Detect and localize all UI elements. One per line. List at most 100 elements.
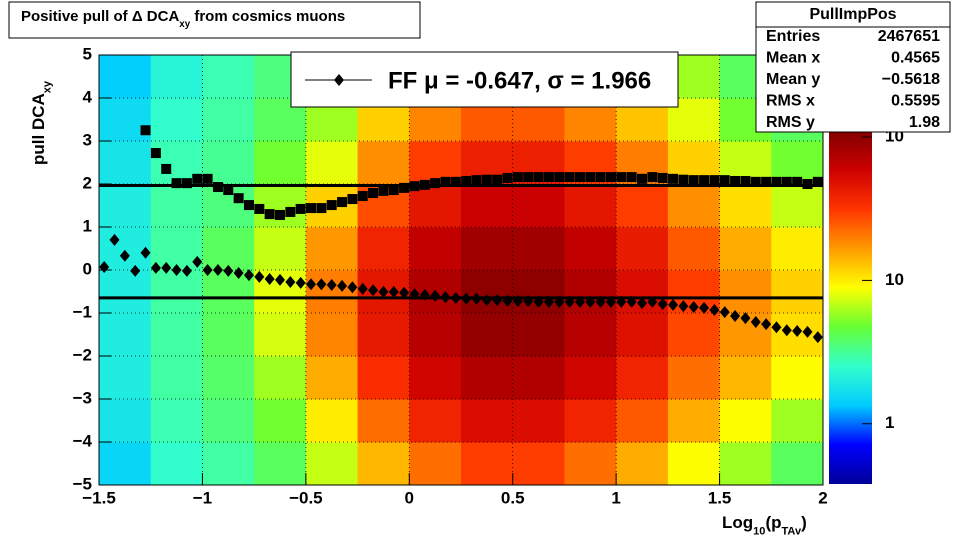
heatmap-cell bbox=[150, 356, 203, 400]
diamond-marker bbox=[750, 316, 761, 329]
y-axis-label: pull DCAxy bbox=[29, 80, 53, 165]
square-marker bbox=[574, 172, 585, 183]
heatmap-cell bbox=[512, 227, 565, 271]
heatmap-cell bbox=[305, 270, 359, 314]
stats-title: PullImpPos bbox=[809, 6, 896, 23]
diamond-marker bbox=[388, 285, 399, 298]
heatmap-cell bbox=[150, 442, 203, 486]
square-marker bbox=[306, 203, 317, 214]
stats-value: 1.98 bbox=[909, 114, 940, 131]
diamond-marker bbox=[812, 331, 823, 344]
heatmap-cell bbox=[305, 399, 359, 443]
y-tick-label: 0 bbox=[83, 259, 92, 278]
square-marker bbox=[688, 175, 699, 186]
x-tick-label: 0 bbox=[405, 488, 414, 507]
diamond-marker bbox=[306, 278, 317, 291]
square-marker bbox=[616, 172, 627, 183]
heatmap-cell bbox=[719, 356, 772, 400]
heatmap-cell bbox=[202, 313, 255, 357]
text-part: (p bbox=[765, 513, 781, 532]
heatmap-cell bbox=[409, 227, 462, 271]
heatmap-cell bbox=[305, 313, 359, 357]
heatmap-cell bbox=[305, 442, 359, 486]
heatmap-cell bbox=[99, 442, 152, 486]
x-axis-label: Log10(pTAv) bbox=[722, 513, 807, 537]
legend-marker bbox=[334, 74, 344, 86]
square-marker bbox=[626, 172, 637, 183]
stats-label: Entries bbox=[766, 28, 820, 45]
heatmap-cell bbox=[771, 399, 824, 443]
heatmap-cell bbox=[409, 399, 462, 443]
heatmap-cell bbox=[99, 227, 152, 271]
diamond-marker bbox=[657, 297, 668, 310]
square-marker bbox=[750, 176, 761, 187]
overlay-layer: PullImpPos Positive pull of Δ DCAxy from… bbox=[8, 1, 951, 538]
heatmap-cell bbox=[564, 227, 617, 271]
square-marker bbox=[802, 179, 813, 189]
heatmap-cell bbox=[771, 442, 824, 486]
heatmap-cell bbox=[254, 399, 307, 443]
square-marker bbox=[419, 179, 430, 190]
stats-box bbox=[755, 1, 951, 133]
square-marker bbox=[492, 174, 503, 185]
y-tick-label: 4 bbox=[83, 87, 93, 106]
stats-label: Mean y bbox=[766, 71, 820, 88]
diamond-marker bbox=[399, 286, 410, 299]
heatmap-cell bbox=[564, 399, 617, 443]
square-marker bbox=[792, 176, 803, 187]
heatmap-cell bbox=[357, 227, 410, 271]
square-marker bbox=[326, 200, 337, 211]
heatmap-cell bbox=[564, 356, 617, 400]
square-marker bbox=[254, 203, 265, 214]
heatmap-cell bbox=[254, 313, 307, 357]
square-marker bbox=[595, 172, 606, 183]
diamond-marker bbox=[605, 295, 616, 308]
heatmap-cell bbox=[150, 184, 203, 228]
square-marker bbox=[730, 175, 741, 186]
square-marker bbox=[337, 197, 348, 208]
heatmap-cell bbox=[667, 442, 721, 486]
square-marker bbox=[461, 175, 472, 186]
heatmap-cell bbox=[150, 270, 203, 314]
y-tick-label: −1 bbox=[73, 302, 92, 321]
diamond-marker bbox=[171, 264, 182, 276]
diamond-marker bbox=[254, 270, 265, 283]
heatmap-cell bbox=[409, 356, 462, 400]
square-marker bbox=[233, 193, 244, 204]
y-tick-label: 5 bbox=[83, 44, 92, 63]
stats-label: RMS y bbox=[766, 114, 815, 131]
heatmap-cell bbox=[150, 399, 203, 443]
diamond-marker bbox=[574, 295, 585, 308]
square-marker bbox=[668, 173, 679, 184]
square-marker bbox=[771, 176, 782, 187]
diamond-marker bbox=[212, 264, 223, 276]
diamond-marker bbox=[647, 295, 658, 308]
heatmap-cell bbox=[357, 442, 410, 486]
heatmap-cell bbox=[667, 399, 721, 443]
stats-value: 0.4565 bbox=[891, 50, 940, 67]
heatmap-cell bbox=[771, 184, 824, 228]
diamond-marker bbox=[543, 295, 554, 308]
heatmap-cell bbox=[616, 356, 669, 400]
diamond-marker bbox=[761, 318, 772, 331]
heatmap-cell bbox=[99, 184, 152, 228]
diamond-marker bbox=[275, 273, 285, 286]
x-tick-label: 1.5 bbox=[708, 488, 732, 507]
diamond-marker bbox=[337, 279, 348, 292]
square-marker bbox=[678, 174, 689, 185]
diamond-marker bbox=[564, 295, 575, 308]
heatmap-cell bbox=[719, 184, 772, 228]
diamond-marker bbox=[699, 301, 710, 314]
heatmap-cell bbox=[616, 313, 669, 357]
diamond-marker bbox=[295, 276, 306, 289]
diamond-marker bbox=[626, 295, 637, 308]
diamond-marker bbox=[450, 291, 461, 304]
heatmap-cell bbox=[305, 227, 359, 271]
square-marker bbox=[605, 172, 616, 183]
diamond-marker bbox=[326, 279, 337, 292]
stats-value: 0.5595 bbox=[891, 93, 940, 110]
heatmap-cell bbox=[564, 184, 617, 228]
diamond-marker bbox=[481, 294, 492, 307]
diamond-marker bbox=[730, 310, 741, 323]
